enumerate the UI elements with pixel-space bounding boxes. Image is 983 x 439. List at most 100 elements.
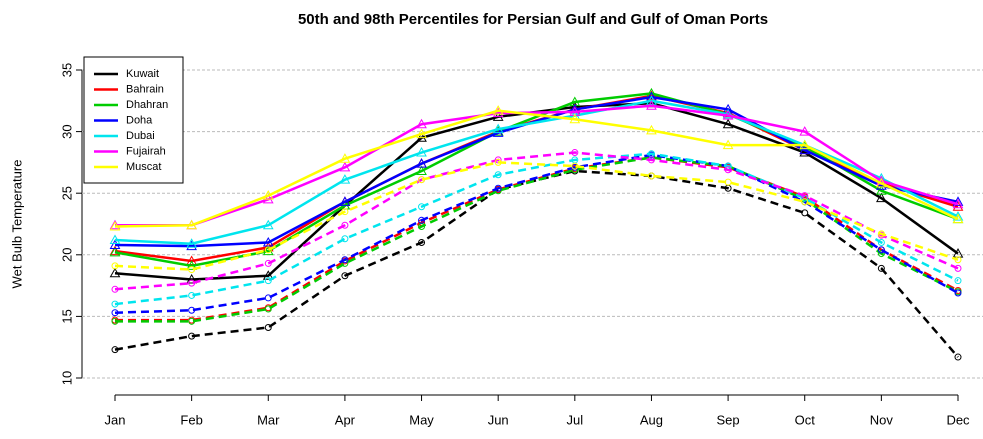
median-marker	[418, 203, 426, 211]
p98-marker	[262, 236, 274, 247]
median-marker	[111, 317, 119, 325]
median-marker	[877, 230, 885, 238]
median-marker	[954, 353, 962, 361]
p98-marker	[952, 211, 964, 221]
median-marker	[341, 272, 349, 280]
median-marker	[188, 279, 196, 287]
y-tick-label: 15	[59, 309, 74, 323]
median-marker	[877, 246, 885, 254]
p98-line	[114, 92, 959, 268]
x-tick-label: Jul	[567, 412, 584, 427]
x-tick-label: Mar	[257, 412, 280, 427]
median-marker	[647, 172, 655, 180]
median-marker	[264, 323, 272, 331]
p98-marker	[186, 273, 197, 284]
p98-marker	[646, 100, 657, 110]
p98-marker	[646, 95, 657, 105]
median-line	[114, 169, 959, 358]
p98-marker	[876, 185, 887, 195]
median-marker	[877, 264, 885, 272]
median-marker	[188, 291, 196, 299]
p98-marker	[722, 139, 734, 150]
p98-marker	[262, 270, 274, 280]
p98-marker	[109, 239, 121, 249]
p98-marker	[109, 219, 121, 230]
median-marker	[188, 317, 196, 325]
median-marker	[111, 309, 119, 317]
p98-marker	[952, 213, 964, 224]
p98-marker	[646, 90, 657, 100]
x-tick-label: Dec	[946, 412, 970, 427]
median-marker	[647, 156, 655, 164]
p98-marker	[109, 234, 121, 245]
median-marker	[494, 158, 502, 166]
y-tick-label: 30	[59, 124, 74, 138]
p98-marker	[186, 255, 197, 265]
x-tick-label: Sep	[717, 412, 740, 427]
p98-marker	[416, 165, 427, 176]
p98-marker	[799, 139, 811, 150]
x-tick-label: Feb	[180, 412, 202, 427]
median-marker	[264, 277, 272, 285]
median-marker	[341, 235, 349, 243]
p98-marker	[492, 123, 504, 134]
p98-marker	[262, 190, 274, 200]
x-tick-label: Oct	[795, 412, 816, 427]
chart-title: 50th and 98th Percentiles for Persian Gu…	[298, 11, 768, 28]
p98-marker	[339, 153, 351, 163]
p98-marker	[722, 103, 734, 114]
y-axis-label: Wet Bulb Temperature	[9, 160, 24, 289]
p98-marker	[876, 192, 887, 203]
x-tick-label: Aug	[640, 412, 663, 427]
median-marker	[264, 259, 272, 267]
legend: Kuwait Bahrain Dhahran Doha Dubai Fujairah Mus…	[83, 56, 184, 184]
p98-marker	[186, 260, 197, 270]
median-marker	[188, 306, 196, 314]
p98-marker	[799, 144, 811, 155]
median-marker	[188, 332, 196, 340]
median-marker	[188, 266, 196, 274]
legend-label: Doha	[126, 114, 153, 126]
median-marker	[954, 289, 962, 297]
p98-marker	[416, 158, 427, 168]
p98-marker	[799, 126, 811, 136]
legend-label: Kuwait	[126, 68, 159, 80]
median-marker	[801, 209, 809, 217]
p98-marker	[722, 118, 734, 129]
p98-marker	[186, 240, 197, 251]
p98-line	[114, 99, 959, 245]
median-marker	[724, 178, 732, 186]
y-tick-label: 35	[59, 63, 74, 77]
median-marker	[954, 256, 962, 264]
median-line	[115, 156, 959, 322]
p98-marker	[339, 174, 351, 184]
p98-marker	[109, 245, 121, 256]
median-marker	[111, 285, 119, 293]
legend-label: Bahrain	[126, 83, 164, 95]
p98-marker	[416, 118, 427, 129]
median-marker	[494, 184, 502, 192]
x-tick-label: May	[409, 412, 434, 427]
x-tick-label: Nov	[870, 412, 894, 427]
median-marker	[264, 294, 272, 302]
p98-marker	[186, 238, 197, 248]
legend-label: Dhahran	[126, 99, 168, 111]
p98-marker	[339, 196, 351, 206]
median-marker	[418, 176, 426, 184]
median-marker	[111, 346, 119, 354]
p98-marker	[722, 108, 734, 119]
p98-marker	[492, 105, 504, 115]
p98-marker	[416, 128, 427, 139]
p98-marker	[109, 267, 121, 278]
x-tick-label: Jan	[105, 412, 126, 427]
p98-marker	[952, 196, 964, 206]
median-marker	[264, 246, 272, 254]
median-line	[114, 151, 959, 291]
median-marker	[418, 238, 426, 246]
p98-marker	[952, 198, 964, 209]
p98-line	[114, 109, 959, 228]
median-marker	[724, 166, 732, 174]
median-line	[114, 152, 959, 306]
p98-marker	[722, 110, 734, 120]
legend-label: Dubai	[126, 130, 155, 142]
